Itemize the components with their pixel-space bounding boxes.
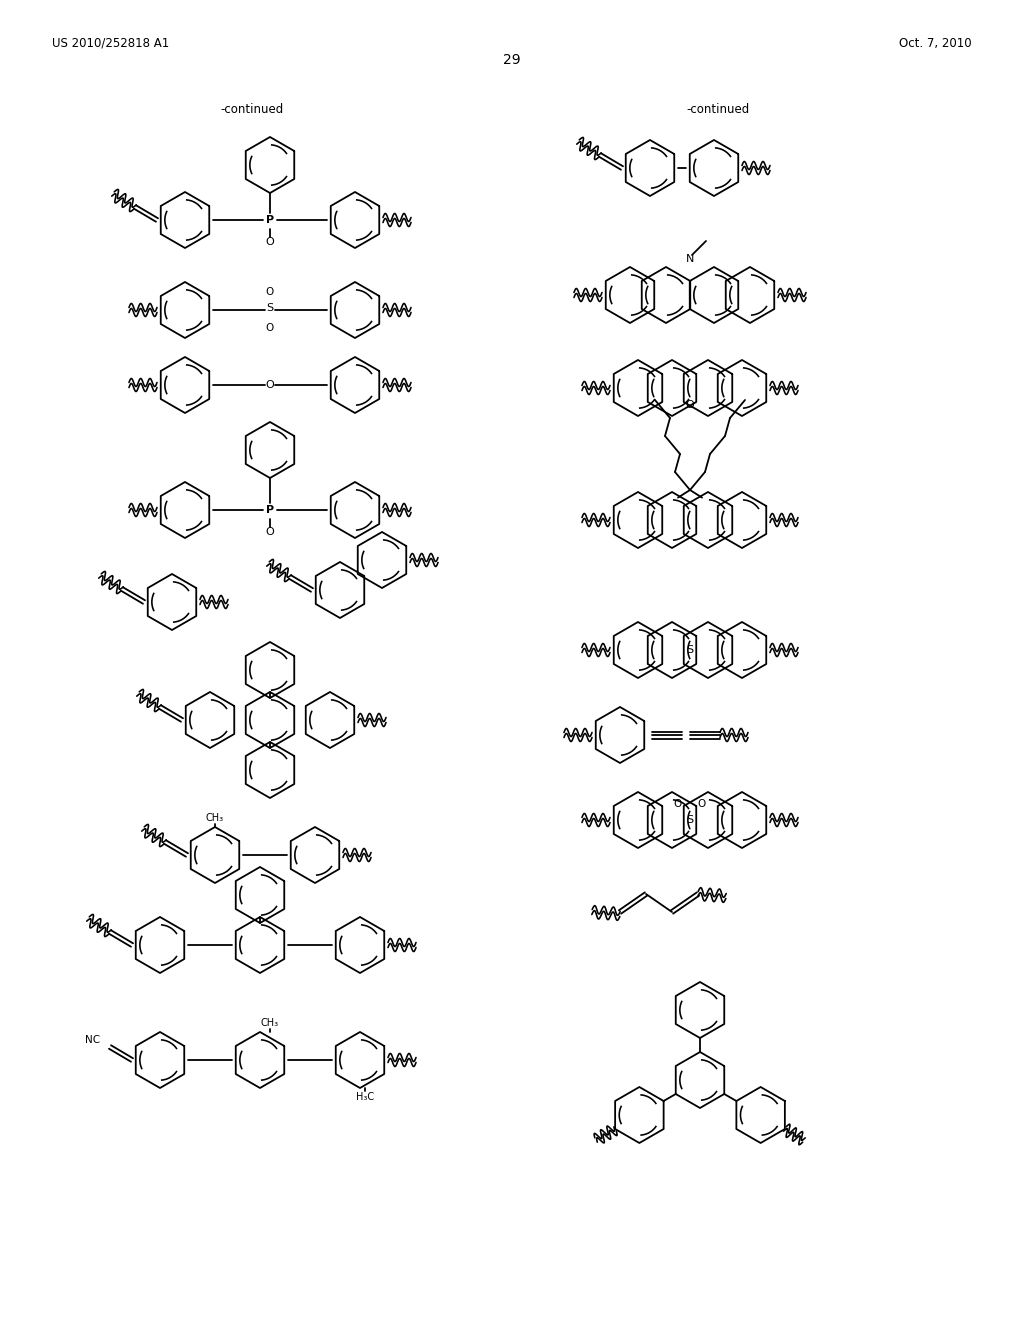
Text: CH₃: CH₃ bbox=[206, 813, 224, 822]
Text: NC: NC bbox=[85, 1035, 100, 1045]
Text: O: O bbox=[686, 400, 694, 409]
Text: O: O bbox=[698, 799, 707, 809]
Text: N: N bbox=[686, 253, 694, 264]
Text: H₃C: H₃C bbox=[356, 1092, 374, 1102]
Text: P: P bbox=[266, 215, 274, 224]
Text: O: O bbox=[265, 238, 274, 247]
Text: P: P bbox=[266, 506, 274, 515]
Text: CH₃: CH₃ bbox=[261, 1018, 280, 1028]
Text: O: O bbox=[266, 286, 274, 297]
Text: S: S bbox=[266, 304, 273, 313]
Text: O: O bbox=[266, 323, 274, 333]
Text: O: O bbox=[674, 799, 682, 809]
Text: Oct. 7, 2010: Oct. 7, 2010 bbox=[899, 37, 972, 50]
Text: O: O bbox=[265, 527, 274, 537]
Text: O: O bbox=[265, 380, 274, 389]
Text: 29: 29 bbox=[503, 53, 521, 67]
Text: US 2010/252818 A1: US 2010/252818 A1 bbox=[52, 37, 169, 50]
Text: -continued: -continued bbox=[220, 103, 284, 116]
Text: -continued: -continued bbox=[686, 103, 750, 116]
Text: S: S bbox=[686, 814, 693, 825]
Text: S: S bbox=[686, 645, 693, 655]
